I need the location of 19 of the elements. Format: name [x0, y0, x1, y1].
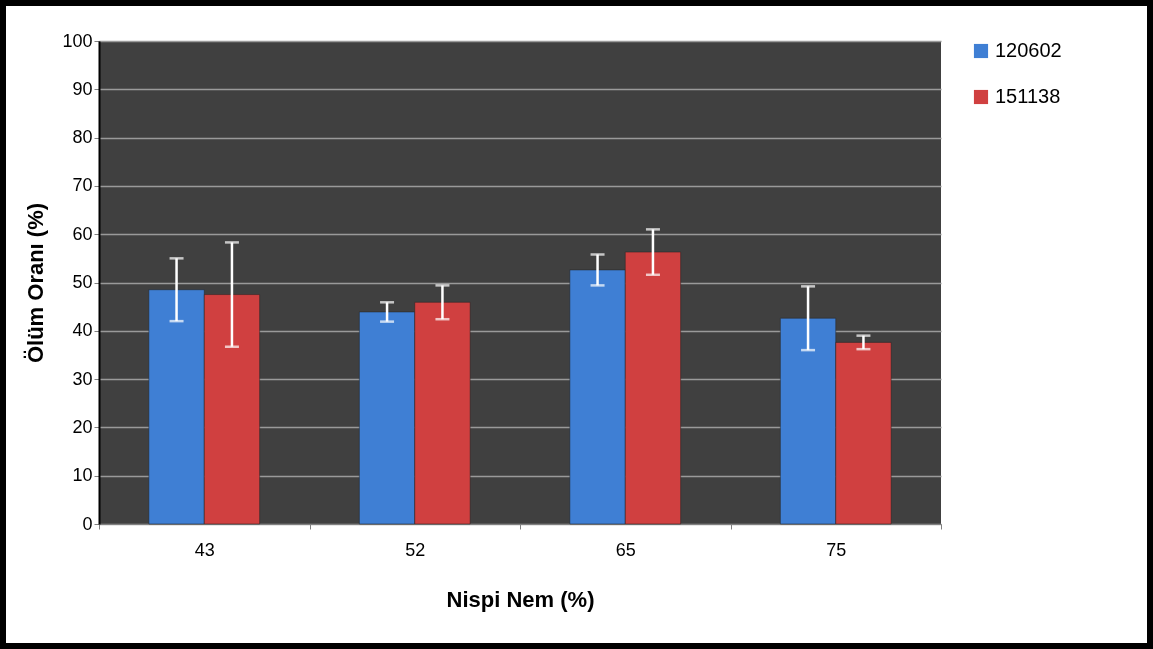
- legend-label: 120602: [995, 39, 1062, 61]
- y-tick-label: 50: [72, 272, 93, 292]
- x-axis-title: Nispi Nem (%): [446, 586, 595, 612]
- x-tick-label: 65: [615, 539, 636, 560]
- x-tick-label: 52: [405, 539, 426, 560]
- legend-label: 151138: [995, 85, 1061, 107]
- y-tick-label: 20: [72, 416, 93, 437]
- y-tick-label: 90: [72, 78, 93, 99]
- y-axis-title: Ölüm Oranı (%): [23, 202, 49, 364]
- y-tick-label: 80: [72, 127, 93, 148]
- y-tick-label: 70: [72, 175, 93, 196]
- y-tick-label: 0: [82, 513, 93, 534]
- y-tick-label: 10: [72, 465, 93, 486]
- y-tick-label: 40: [72, 320, 93, 341]
- y-tick-label: 100: [62, 30, 93, 51]
- x-tick-label: 43: [194, 539, 215, 560]
- x-tick-label: 75: [826, 539, 847, 560]
- y-tick-label: 60: [72, 223, 93, 244]
- y-tick-label: 30: [72, 368, 93, 389]
